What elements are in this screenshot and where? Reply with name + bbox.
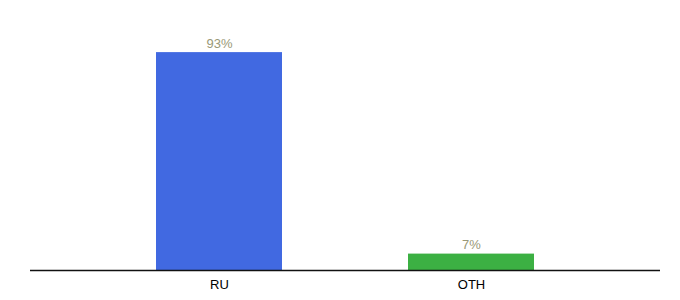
svg-text:93%: 93% (206, 36, 232, 51)
svg-text:OTH: OTH (458, 277, 485, 292)
svg-text:7%: 7% (462, 237, 481, 252)
svg-text:RU: RU (210, 277, 229, 292)
